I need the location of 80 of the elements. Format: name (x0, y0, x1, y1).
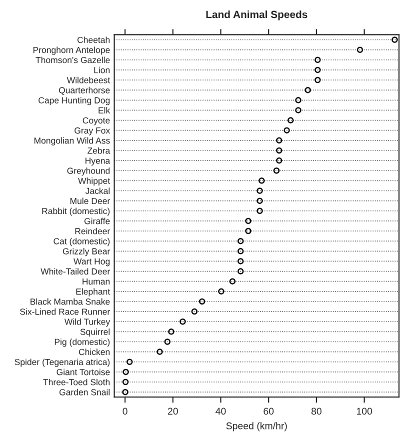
y-tick-label: Lion (94, 66, 110, 74)
point (229, 278, 236, 284)
point (256, 198, 263, 204)
point (304, 86, 311, 94)
y-tick-label: Giant Tortoise (56, 368, 110, 376)
point (295, 107, 302, 114)
y-tick-label: Elk (98, 107, 110, 114)
x-tick-label: 20 (168, 408, 178, 415)
point (237, 268, 244, 274)
y-tick-label: Three-Toed Sloth (43, 378, 110, 386)
chart-title: Land Animal Speeds (206, 10, 308, 20)
point (392, 36, 398, 43)
y-tick-label: Garden Snail (59, 388, 110, 396)
point (258, 178, 265, 184)
y-tick-label: Grizzly Bear (62, 248, 110, 256)
y-tick-label: Coyote (82, 117, 110, 126)
point (168, 328, 174, 335)
x-tick-label: 80 (311, 408, 322, 415)
y-tick-label: Wild Turkey (64, 318, 110, 327)
point (314, 76, 321, 84)
y-tick-label: Cape Hunting Dog (38, 96, 110, 106)
y-tick-label: Wart Hog (74, 258, 110, 266)
y-tick-label: Elephant (76, 288, 110, 296)
y-tick-label: Hyena (86, 158, 110, 166)
point (237, 248, 244, 254)
point (314, 56, 321, 64)
y-tick-label: Six-Lined Race Runner (20, 308, 110, 315)
y-tick-label: Cheetah (77, 36, 110, 44)
point (273, 167, 280, 174)
y-tick-label: Squirrel (80, 328, 110, 337)
point (180, 318, 186, 325)
y-tick-label: Jackal (85, 188, 110, 194)
y-tick-label: Quarterhorse (58, 86, 110, 95)
x-tick-label: 60 (264, 408, 274, 415)
point (284, 127, 290, 134)
y-tick-label: Chicken (78, 348, 110, 356)
y-tick-label: Greyhound (67, 167, 110, 176)
y-tick-label: Spider (Tegenaria atrica) (14, 358, 110, 367)
point (122, 388, 128, 396)
point (156, 348, 163, 355)
y-tick-label: Rabbit (domestic) (42, 208, 110, 216)
point (295, 97, 302, 104)
y-tick-label: White-Tailed Deer (40, 268, 110, 275)
y-tick-label: Reindeer (75, 228, 110, 234)
point (276, 137, 282, 144)
y-tick-label: Gray Fox (74, 127, 110, 136)
point (198, 298, 206, 305)
y-tick-label: Zebra (88, 147, 110, 154)
point (122, 378, 129, 386)
y-tick-label: Mule Deer (70, 198, 110, 204)
point (237, 258, 244, 264)
y-tick-label: Giraffe (84, 218, 110, 224)
point (276, 147, 282, 154)
y-tick-label: Pig (domestic) (54, 338, 110, 347)
y-tick-label: Cat (domestic) (54, 238, 110, 246)
point (276, 157, 282, 164)
x-tick-label: 0 (122, 408, 128, 415)
y-tick-label: Human (82, 278, 110, 285)
point (245, 218, 252, 224)
y-tick-label: Whippet (78, 178, 110, 186)
point (126, 358, 133, 366)
point (256, 188, 263, 194)
point (164, 338, 171, 345)
point (237, 238, 244, 244)
x-tick-label: 40 (216, 408, 226, 415)
y-tick-label: Wildebeest (66, 76, 110, 84)
x-axis-title: Speed (km/hr) (226, 422, 287, 432)
y-tick-label: Black Mamba Snake (30, 298, 110, 305)
y-tick-label: Mongolian Wild Ass (34, 137, 110, 146)
point (356, 46, 364, 53)
x-tick-label: 100 (356, 408, 372, 415)
point (287, 117, 294, 124)
point (218, 288, 224, 295)
point (122, 368, 129, 376)
point (245, 228, 252, 234)
y-tick-label: Thomson's Gazelle (36, 56, 110, 64)
point (256, 208, 263, 214)
y-tick-label: Pronghorn Antelope (33, 46, 110, 55)
point (191, 308, 198, 315)
point (314, 66, 321, 74)
